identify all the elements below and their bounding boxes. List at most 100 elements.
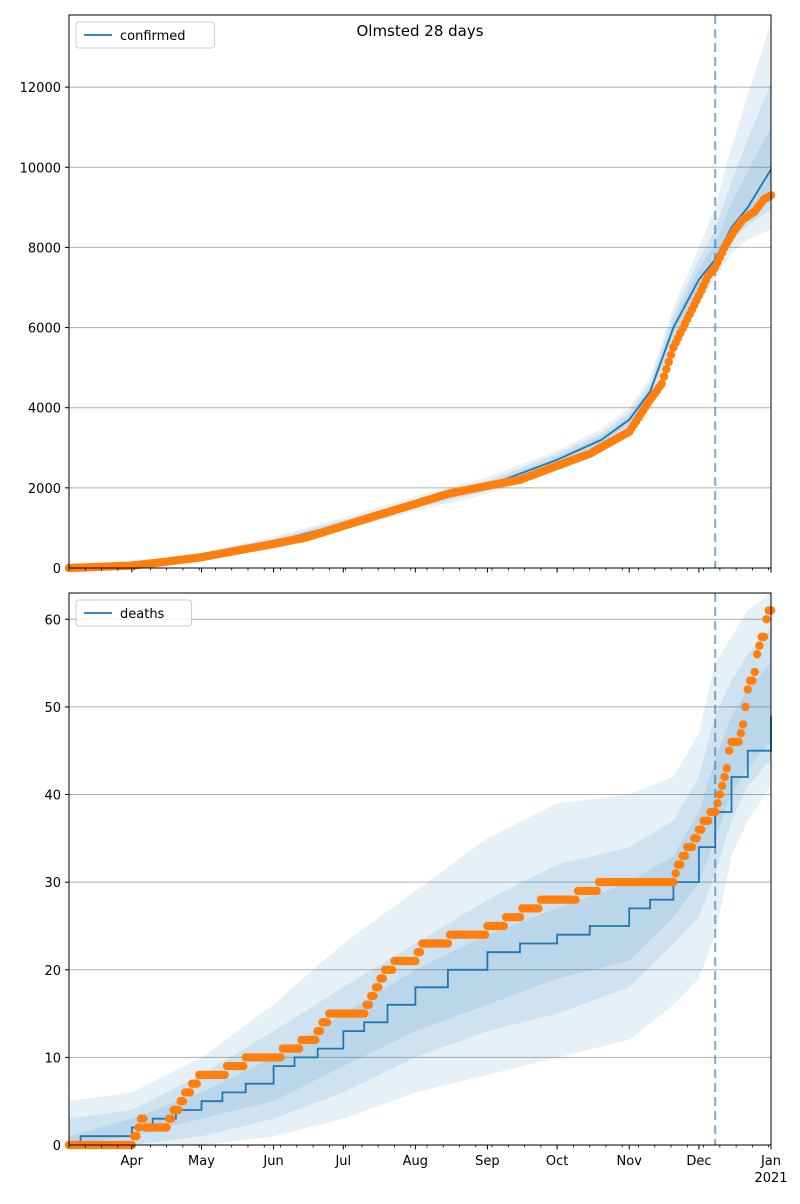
chart-1-observed-point — [752, 650, 762, 659]
chart-1-observed-point — [713, 799, 722, 808]
chart-1-observed-point — [711, 807, 720, 817]
chart-0-observed-point — [657, 379, 666, 388]
chart-1-ytick-label: 20 — [44, 964, 61, 979]
chart-1-observed-point — [220, 1070, 229, 1080]
chart-1-xtick-label: Jul — [334, 1154, 351, 1169]
chart-1-observed-point — [571, 895, 580, 904]
chart-0-axes-frame — [68, 14, 772, 569]
chart-1-observed-point — [387, 965, 397, 974]
chart-1-observed-point — [315, 1026, 325, 1036]
chart-1-xtick-label: Jun — [262, 1154, 283, 1169]
chart-1-observed-point — [697, 825, 706, 834]
chart-1-observed-point — [718, 781, 727, 790]
chart-1-observed-point — [534, 904, 543, 913]
chart-1-uncertainty-band — [69, 593, 771, 1145]
chart-1-observed-point — [174, 1105, 183, 1115]
chart-1-uncertainty-band — [69, 628, 771, 1145]
chart-0-observed-point — [659, 372, 669, 381]
chart-1-observed-point — [322, 1018, 332, 1027]
chart-1-xtick-year-label: 2021 — [754, 1171, 787, 1186]
chart-1-observed-point — [369, 991, 378, 1001]
chart-1-observed-point — [311, 1035, 320, 1045]
chart-1-observed-point — [715, 790, 725, 799]
chart-1-ytick-label: 0 — [53, 1139, 61, 1154]
chart-1-observed-point — [736, 729, 745, 738]
chart-1-observed-point — [750, 667, 759, 677]
chart-0-uncertainty-band — [69, 23, 771, 568]
chart-1-xtick-label: Apr — [121, 1154, 144, 1169]
chart-0-observed-point — [662, 365, 671, 374]
chart-1-observed-point — [443, 939, 453, 948]
chart-1-observed-point — [178, 1097, 188, 1106]
chart-0-title: Olmsted 28 days — [356, 22, 483, 40]
chart-1-observed-point — [364, 1000, 374, 1009]
chart-1-observed-point — [734, 737, 743, 747]
chart-1-observed-point — [411, 956, 420, 966]
chart-1-observed-point — [669, 877, 678, 887]
chart-0-ytick-label: 4000 — [28, 402, 61, 417]
chart-1-observed-point — [692, 834, 701, 843]
chart-1-observed-point — [720, 772, 729, 782]
chart-0-observed-point — [666, 350, 676, 359]
chart-1-observed-point — [680, 851, 690, 861]
chart-0-ytick-label: 6000 — [28, 322, 61, 337]
chart-1-observed-point — [722, 764, 731, 773]
chart-1-observed-point — [748, 676, 757, 685]
chart-1-observed-point — [239, 1061, 248, 1071]
chart-1-observed-point — [276, 1053, 285, 1062]
chart-1-observed-point — [741, 702, 750, 712]
chart-0-legend-label: confirmed — [120, 29, 186, 44]
chart-1-observed-point — [480, 930, 490, 939]
chart-1-observed-point — [592, 886, 601, 896]
deaths-panel: 0 10 20 30 40 50 60 Apr May Jun Jul Aug Sep Oct Nov Dec… — [44, 592, 788, 1186]
chart-1-observed-point — [671, 869, 680, 878]
chart-0-ytick-label: 10000 — [20, 161, 61, 176]
chart-1-observed-point — [132, 1132, 141, 1141]
chart-1-observed-point — [755, 641, 764, 650]
chart-1-xtick-label: May — [188, 1154, 215, 1169]
chart-1-xtick-label: Nov — [617, 1154, 643, 1169]
chart-1-ytick-label: 50 — [44, 701, 61, 716]
chart-1-xtick-label: Dec — [686, 1154, 711, 1169]
chart-1-axes-frame — [68, 592, 772, 1146]
chart-1-observed-point — [676, 860, 685, 869]
chart-0-ytick-label: 2000 — [28, 482, 61, 497]
chart-1-observed-point — [725, 746, 734, 755]
confirmed-panel: 0 2000 4000 6000 8000 10000 12000 Olmsted 28 da… — [20, 14, 776, 577]
chart-1-observed-point — [162, 1123, 171, 1132]
chart-0-legend-box — [75, 21, 215, 49]
chart-1-observed-point — [378, 974, 387, 983]
chart-1-observed-point — [738, 720, 748, 729]
chart-1-observed-point — [374, 983, 383, 992]
chart-1-observed-point — [415, 948, 425, 957]
chart-1-uncertainty-band — [69, 663, 771, 1145]
chart-1-observed-point — [515, 913, 525, 922]
chart-1-observed-point — [139, 1114, 148, 1123]
chart-1-observed-point — [704, 816, 713, 825]
chart-1-observed-point — [759, 632, 769, 641]
chart-0-ytick-label: 0 — [53, 562, 61, 577]
chart-1-legend-label: deaths — [120, 607, 165, 622]
chart-1-observed-point — [185, 1088, 195, 1097]
chart-1-ytick-label: 10 — [44, 1051, 61, 1066]
chart-1-observed-point — [167, 1114, 176, 1123]
chart-0-ytick-label: 8000 — [28, 241, 61, 256]
chart-1-observed-point — [294, 1044, 304, 1053]
chart-1-observed-point — [360, 1009, 369, 1018]
chart-1-model-line — [69, 715, 772, 1146]
chart-1-xtick-label: Jan — [760, 1154, 781, 1169]
chart-0-ytick-label: 12000 — [20, 81, 61, 96]
chart-1-observed-point — [743, 685, 752, 694]
chart-0-observed-point — [664, 357, 673, 367]
chart-1-observed-point — [134, 1123, 143, 1132]
chart-1-observed-point — [687, 842, 697, 852]
chart-1-ytick-label: 40 — [44, 789, 61, 804]
chart-1-xtick-label: Aug — [403, 1154, 428, 1169]
chart-1-ytick-label: 60 — [44, 613, 61, 628]
chart-1-xtick-label: Oct — [546, 1154, 568, 1169]
chart-1-xtick-label: Sep — [475, 1154, 500, 1169]
chart-1-observed-point — [192, 1079, 201, 1088]
chart-1-legend-box — [75, 599, 193, 627]
chart-1-observed-point — [499, 921, 508, 931]
